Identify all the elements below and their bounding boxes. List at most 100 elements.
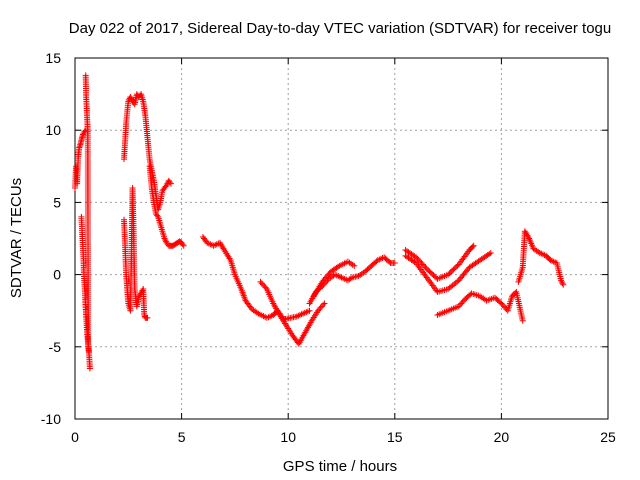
- series-arc-main: [199, 234, 313, 323]
- data-point: [141, 313, 148, 320]
- series-final-rise: [515, 228, 567, 288]
- data-point: [499, 301, 506, 308]
- data-point: [79, 132, 86, 139]
- data-point: [162, 236, 169, 243]
- data-point: [457, 301, 464, 308]
- data-point: [445, 271, 452, 278]
- data-point: [418, 260, 425, 267]
- data-point: [207, 241, 214, 248]
- data-point: [419, 261, 426, 268]
- series-late-lower: [434, 288, 526, 324]
- data-point: [427, 269, 434, 276]
- data-point: [347, 275, 354, 282]
- data-point: [500, 303, 507, 310]
- data-point: [85, 348, 92, 355]
- data-point: [386, 258, 393, 265]
- data-point: [334, 263, 341, 270]
- data-point: [455, 303, 462, 310]
- data-point: [76, 144, 83, 151]
- data-point: [430, 272, 437, 279]
- x-tick-label: 15: [387, 429, 403, 445]
- plot-frame: [74, 57, 609, 420]
- series-late-upper: [402, 242, 477, 282]
- y-tick-label: 10: [45, 122, 61, 138]
- data-point: [429, 270, 436, 277]
- y-tick-label: 15: [45, 50, 61, 66]
- data-point: [260, 281, 267, 288]
- data-point: [413, 254, 420, 261]
- series-recovery: [306, 254, 398, 307]
- data-point: [144, 314, 151, 321]
- data-point: [316, 306, 323, 313]
- x-tick-label: 0: [71, 429, 79, 445]
- series-second-ramp: [146, 163, 187, 249]
- data-point: [318, 303, 325, 310]
- data-point: [76, 143, 83, 150]
- data-point: [560, 281, 567, 288]
- data-point: [166, 179, 173, 186]
- data-point: [458, 300, 465, 307]
- data-point: [127, 93, 134, 100]
- data-point: [454, 262, 461, 269]
- x-tick-label: 25: [600, 429, 616, 445]
- data-point: [257, 278, 264, 285]
- tick-marks: [74, 57, 609, 420]
- series-second-peak: [121, 91, 174, 213]
- data-point: [220, 245, 227, 252]
- data-point: [161, 235, 168, 242]
- data-point: [320, 301, 327, 308]
- data-point: [451, 265, 458, 272]
- series-arc-lower: [257, 278, 328, 347]
- x-tick-label: 5: [178, 429, 186, 445]
- x-tick-label: 10: [280, 429, 296, 445]
- data-point: [422, 264, 429, 271]
- y-tick-label: 5: [53, 194, 61, 210]
- data-point: [261, 283, 268, 290]
- data-point: [163, 182, 170, 189]
- y-tick-label: -10: [41, 411, 61, 427]
- data-point: [470, 242, 477, 249]
- data-point: [447, 269, 454, 276]
- data-point: [167, 180, 174, 187]
- data-point: [449, 267, 456, 274]
- data-point: [525, 234, 532, 241]
- data-point: [431, 273, 438, 280]
- data-point: [317, 304, 324, 311]
- data-point: [558, 277, 565, 284]
- data-point: [425, 267, 432, 274]
- data-point: [460, 297, 467, 304]
- series-recovery-upper: [310, 258, 358, 300]
- data-point: [519, 317, 526, 324]
- y-axis-label: SDTVAR / TECUs: [8, 178, 25, 298]
- data-point: [558, 278, 565, 285]
- data-point: [421, 262, 428, 269]
- data-point: [414, 255, 421, 262]
- data-point: [86, 365, 93, 372]
- tick-labels: 0 5 10 15 20 25 -10 -5 0 5 10 15: [41, 50, 616, 445]
- data-point: [306, 307, 313, 314]
- x-axis-label: GPS time / hours: [283, 458, 397, 475]
- chart-title: Day 022 of 2017, Sidereal Day-to-day VTE…: [69, 20, 611, 37]
- data-point: [423, 265, 430, 272]
- data-point: [321, 300, 328, 307]
- series-late-middle: [402, 249, 494, 295]
- data-point: [502, 304, 509, 311]
- data-point: [180, 242, 187, 249]
- x-tick-label: 20: [494, 429, 510, 445]
- data-point: [415, 257, 422, 264]
- y-tick-label: 0: [53, 267, 61, 283]
- data-point: [351, 262, 358, 269]
- data-point: [262, 284, 269, 291]
- data-point: [128, 95, 135, 102]
- data-point: [315, 307, 322, 314]
- data-point: [459, 299, 466, 306]
- data-point: [179, 241, 186, 248]
- data-point: [426, 268, 433, 275]
- series-second-dip: [121, 184, 151, 321]
- series-early-spike: [82, 72, 92, 355]
- data-point: [469, 243, 476, 250]
- data-point: [154, 212, 161, 219]
- y-tick-label: -5: [49, 339, 62, 355]
- data-point: [446, 270, 453, 277]
